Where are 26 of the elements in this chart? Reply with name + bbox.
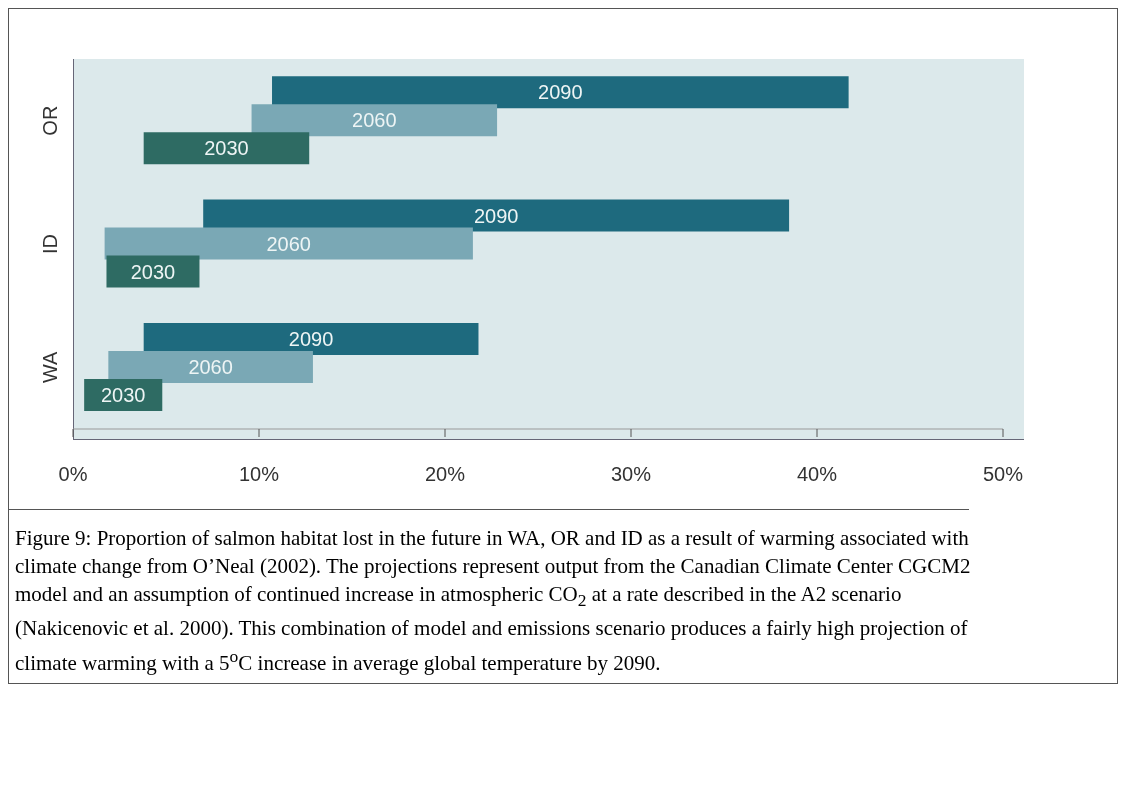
bar — [203, 199, 790, 232]
bar — [251, 104, 498, 137]
x-tick-label: 40% — [796, 463, 838, 486]
text: 2030 — [100, 384, 146, 407]
bar — [143, 132, 310, 165]
series-label: 2090 — [538, 81, 583, 104]
series-label: 2060 — [352, 109, 397, 132]
bar — [272, 76, 849, 109]
bar — [104, 227, 473, 260]
bar — [143, 322, 479, 355]
x-tick-label: 0% — [58, 463, 88, 486]
text: 2060 — [188, 356, 233, 379]
x-tick-label: 50% — [982, 463, 1024, 486]
series-label: 2030 — [204, 137, 249, 160]
y-tick-label: OR — [39, 105, 61, 136]
x-tick-label: 30% — [610, 463, 652, 486]
y-tick-label: ID — [39, 234, 61, 254]
text: 2090 — [288, 328, 334, 351]
text: 2030 — [130, 260, 176, 283]
text: 2090 — [473, 204, 519, 227]
y-tick-label: WA — [39, 350, 61, 384]
x-tick-label: 20% — [424, 463, 466, 486]
x-tick-label: 10% — [238, 463, 280, 486]
text: Figure 9: Proportion of salmon habitat lost in the future in WA, OR and ID as a result of warming associated with climate change from O’Neal (2002). The projections represent output from the Canadian Climate Center CGCM2 model and an assumption of continued increase in atmospheric CO$_{2}$ at a rate described in the A2 scenario (Nakicenovic et al. 2000). This combination of model and emissions scenario produces a fairly high projection of climate warming with a 5$^{o}$C increase in average global temperature by 2090. — [15, 526, 971, 676]
text: 2060 — [266, 232, 312, 255]
bar — [108, 350, 313, 383]
